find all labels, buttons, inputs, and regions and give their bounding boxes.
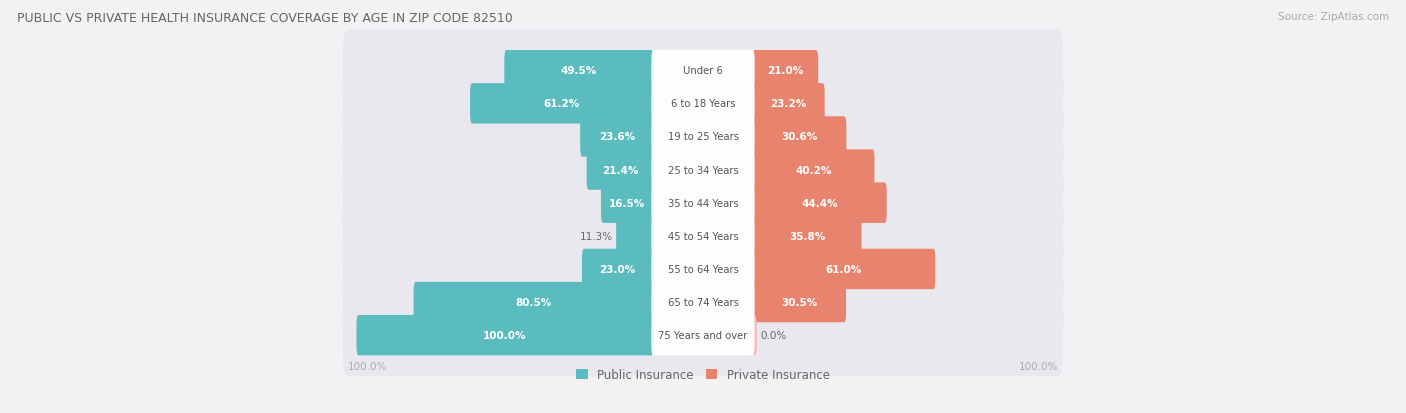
FancyBboxPatch shape xyxy=(343,96,1063,178)
FancyBboxPatch shape xyxy=(651,84,755,124)
FancyBboxPatch shape xyxy=(752,84,825,124)
Text: 100.0%: 100.0% xyxy=(349,361,388,371)
FancyBboxPatch shape xyxy=(752,117,846,157)
FancyBboxPatch shape xyxy=(343,63,1063,145)
Text: 100.0%: 100.0% xyxy=(1018,361,1057,371)
FancyBboxPatch shape xyxy=(651,216,755,256)
FancyBboxPatch shape xyxy=(752,282,846,323)
FancyBboxPatch shape xyxy=(651,183,755,223)
FancyBboxPatch shape xyxy=(752,183,887,223)
Text: 40.2%: 40.2% xyxy=(796,165,832,175)
FancyBboxPatch shape xyxy=(581,117,654,157)
FancyBboxPatch shape xyxy=(413,282,654,323)
FancyBboxPatch shape xyxy=(343,294,1063,376)
Text: Under 6: Under 6 xyxy=(683,66,723,76)
FancyBboxPatch shape xyxy=(651,315,755,356)
FancyBboxPatch shape xyxy=(505,51,654,91)
Text: 6 to 18 Years: 6 to 18 Years xyxy=(671,99,735,109)
FancyBboxPatch shape xyxy=(752,216,862,256)
Text: 25 to 34 Years: 25 to 34 Years xyxy=(668,165,738,175)
FancyBboxPatch shape xyxy=(343,30,1063,112)
Text: 44.4%: 44.4% xyxy=(801,198,838,208)
Text: 0.0%: 0.0% xyxy=(761,330,786,340)
FancyBboxPatch shape xyxy=(651,249,755,290)
Text: 80.5%: 80.5% xyxy=(516,297,551,307)
FancyBboxPatch shape xyxy=(343,261,1063,343)
Text: 45 to 54 Years: 45 to 54 Years xyxy=(668,231,738,241)
FancyBboxPatch shape xyxy=(343,195,1063,277)
FancyBboxPatch shape xyxy=(752,150,875,190)
FancyBboxPatch shape xyxy=(343,228,1063,310)
FancyBboxPatch shape xyxy=(357,315,654,356)
Text: 100.0%: 100.0% xyxy=(484,330,527,340)
FancyBboxPatch shape xyxy=(752,51,818,91)
FancyBboxPatch shape xyxy=(582,249,654,290)
Text: 55 to 64 Years: 55 to 64 Years xyxy=(668,264,738,274)
Text: 30.6%: 30.6% xyxy=(782,132,818,142)
Text: 35 to 44 Years: 35 to 44 Years xyxy=(668,198,738,208)
Text: 21.4%: 21.4% xyxy=(602,165,638,175)
Text: Source: ZipAtlas.com: Source: ZipAtlas.com xyxy=(1278,12,1389,22)
FancyBboxPatch shape xyxy=(470,84,654,124)
Text: 49.5%: 49.5% xyxy=(561,66,598,76)
Text: 30.5%: 30.5% xyxy=(782,297,817,307)
Text: 16.5%: 16.5% xyxy=(609,198,645,208)
Text: 21.0%: 21.0% xyxy=(768,66,804,76)
Text: 61.2%: 61.2% xyxy=(544,99,579,109)
Text: 75 Years and over: 75 Years and over xyxy=(658,330,748,340)
Text: 19 to 25 Years: 19 to 25 Years xyxy=(668,132,738,142)
FancyBboxPatch shape xyxy=(752,315,756,356)
Text: PUBLIC VS PRIVATE HEALTH INSURANCE COVERAGE BY AGE IN ZIP CODE 82510: PUBLIC VS PRIVATE HEALTH INSURANCE COVER… xyxy=(17,12,513,25)
FancyBboxPatch shape xyxy=(600,183,654,223)
Text: 23.0%: 23.0% xyxy=(599,264,636,274)
FancyBboxPatch shape xyxy=(343,162,1063,244)
FancyBboxPatch shape xyxy=(651,117,755,157)
FancyBboxPatch shape xyxy=(752,249,935,290)
FancyBboxPatch shape xyxy=(651,282,755,323)
FancyBboxPatch shape xyxy=(586,150,654,190)
Text: 65 to 74 Years: 65 to 74 Years xyxy=(668,297,738,307)
FancyBboxPatch shape xyxy=(651,150,755,190)
Text: 11.3%: 11.3% xyxy=(579,231,613,241)
Text: 61.0%: 61.0% xyxy=(825,264,862,274)
FancyBboxPatch shape xyxy=(343,129,1063,211)
Text: 23.2%: 23.2% xyxy=(770,99,807,109)
Text: 35.8%: 35.8% xyxy=(789,231,825,241)
FancyBboxPatch shape xyxy=(616,216,654,256)
FancyBboxPatch shape xyxy=(651,51,755,91)
Legend: Public Insurance, Private Insurance: Public Insurance, Private Insurance xyxy=(571,363,835,386)
Text: 23.6%: 23.6% xyxy=(599,132,636,142)
